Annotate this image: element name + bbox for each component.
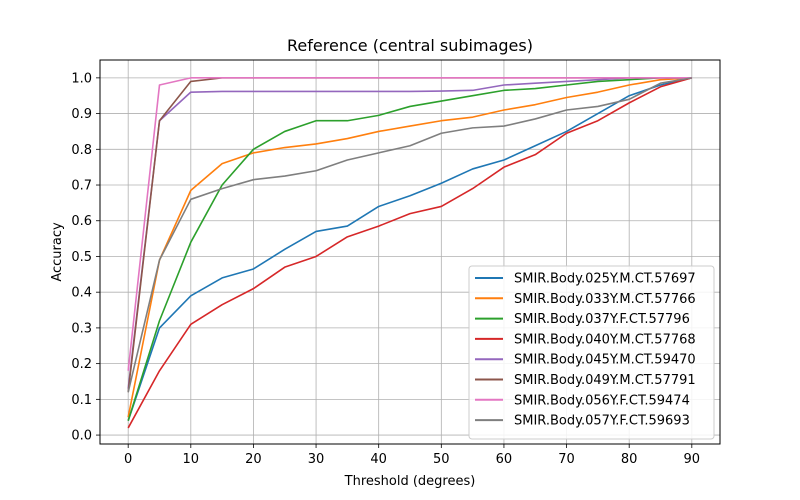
x-tick-label: 80 <box>621 452 638 467</box>
x-axis-title: Threshold (degrees) <box>344 474 476 489</box>
series-lines <box>127 77 693 429</box>
y-tick-label: 0.3 <box>71 321 92 336</box>
legend: SMIR.Body.025Y.M.CT.57697 SMIR.Body.033Y.… <box>468 265 715 440</box>
legend-label: SMIR.Body.025Y.M.CT.57697 <box>514 272 696 287</box>
y-tick-label: 0.4 <box>71 286 92 301</box>
x-tick-label: 20 <box>245 452 262 467</box>
x-axis-ticks: 0 10 20 30 40 50 60 70 80 90 <box>124 444 700 467</box>
y-tick-label: 0.0 <box>71 429 92 444</box>
x-tick-label: 70 <box>558 452 575 467</box>
legend-label: SMIR.Body.056Y.F.CT.59474 <box>514 393 690 408</box>
x-tick-label: 0 <box>124 452 132 467</box>
x-tick-label: 50 <box>433 452 450 467</box>
x-tick-label: 60 <box>496 452 513 467</box>
chart-title: Reference (central subimages) <box>287 36 533 55</box>
y-tick-label: 0.8 <box>71 143 92 158</box>
series-line-3 <box>127 77 692 422</box>
x-tick-label: 40 <box>370 452 387 467</box>
y-tick-label: 0.9 <box>71 107 92 122</box>
legend-label: SMIR.Body.037Y.F.CT.57796 <box>514 312 690 327</box>
y-tick-label: 0.2 <box>71 357 92 372</box>
series-line-1 <box>127 77 692 422</box>
series-line-5 <box>127 77 692 389</box>
x-tick-label: 10 <box>183 452 200 467</box>
legend-box <box>468 265 715 440</box>
y-tick-label: 0.7 <box>71 179 92 194</box>
y-axis-ticks: 0.0 0.1 0.2 0.3 0.4 0.5 0.6 0.7 0.8 0.9 1.0 <box>71 71 100 444</box>
legend-label: SMIR.Body.040Y.M.CT.57768 <box>514 332 696 347</box>
y-tick-label: 0.5 <box>71 250 92 265</box>
legend-label: SMIR.Body.049Y.M.CT.57791 <box>514 373 696 388</box>
plot-frame <box>99 59 721 445</box>
series-line-8 <box>127 77 692 393</box>
legend-label: SMIR.Body.045Y.M.CT.59470 <box>514 353 696 368</box>
x-tick-label: 90 <box>684 452 701 467</box>
series-line-4 <box>127 77 693 429</box>
series-line-2 <box>127 77 692 418</box>
y-axis-title: Accuracy <box>50 222 65 282</box>
y-tick-label: 1.0 <box>71 71 92 86</box>
legend-label: SMIR.Body.033Y.M.CT.57766 <box>514 292 696 307</box>
y-tick-label: 0.1 <box>71 393 92 408</box>
series-line-7 <box>127 77 692 371</box>
x-tick-label: 30 <box>308 452 325 467</box>
legend-label: SMIR.Body.057Y.F.CT.59693 <box>514 414 690 429</box>
y-tick-label: 0.6 <box>71 214 92 229</box>
